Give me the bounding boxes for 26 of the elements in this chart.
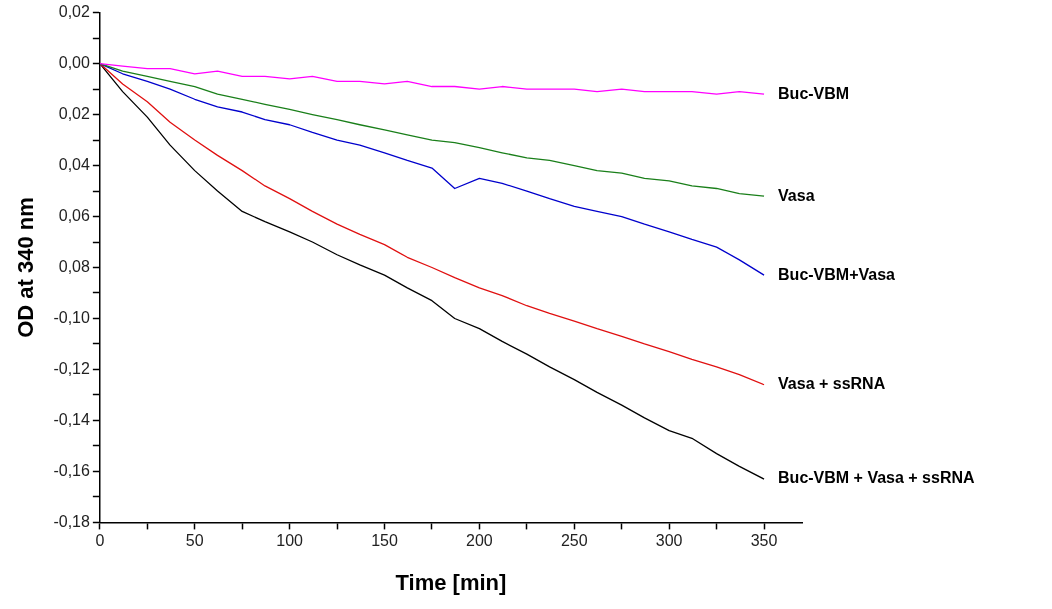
- y-tick-label: -0,16: [53, 461, 90, 479]
- x-tick-label: 250: [560, 532, 588, 550]
- x-tick-label: 300: [655, 532, 683, 550]
- series-label: Vasa + ssRNA: [778, 375, 886, 393]
- x-tick-label: 100: [276, 532, 304, 550]
- y-tick-label: 0,04: [58, 155, 90, 173]
- series-label: Buc-VBM: [778, 84, 850, 102]
- series-label: Buc-VBM+Vasa: [778, 265, 896, 283]
- y-tick-label: 0,02: [58, 3, 90, 21]
- y-tick-label: -0,14: [53, 410, 90, 428]
- y-tick-label: 0,06: [58, 206, 90, 224]
- x-tick-label: 200: [466, 532, 493, 550]
- y-tick-label: -0,10: [53, 308, 90, 326]
- x-tick-label: 150: [371, 532, 398, 550]
- x-tick-label: 0: [95, 532, 105, 550]
- y-tick-label: 0,00: [58, 53, 90, 71]
- y-tick-label: 0,02: [58, 104, 90, 122]
- x-tick-label: 50: [185, 532, 204, 550]
- y-tick-label: 0,08: [58, 257, 90, 275]
- x-tick-label: 350: [750, 532, 778, 550]
- x-axis-title: Time [min]: [395, 569, 507, 595]
- series-label: Buc-VBM + Vasa + ssRNA: [778, 469, 976, 487]
- y-tick-label: -0,18: [53, 512, 90, 530]
- y-axis-title: OD at 340 nm: [13, 197, 39, 338]
- y-tick-label: -0,12: [53, 359, 90, 377]
- series-label: Vasa: [778, 186, 815, 204]
